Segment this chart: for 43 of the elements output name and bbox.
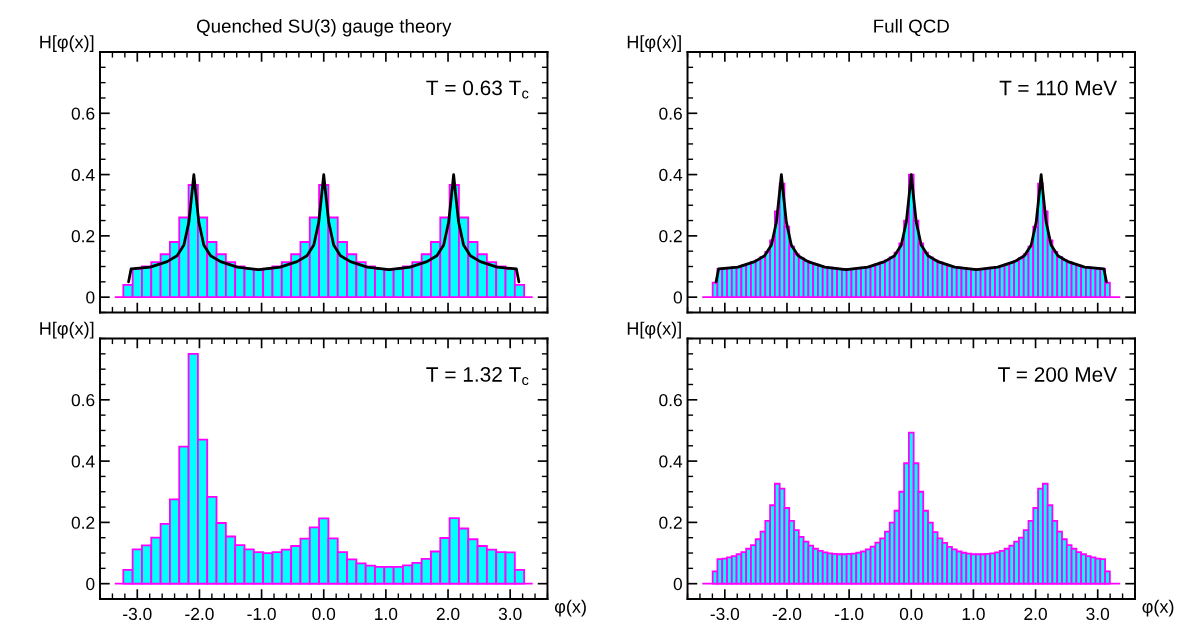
y-axis-title: H[φ(x)] <box>627 321 681 339</box>
y-tick-label: 0.6 <box>71 107 95 120</box>
x-tick-label: -3.0 <box>123 607 152 621</box>
annotation: T = 0.63 T$_{c}$ <box>426 80 529 99</box>
y-tick-label: 0.4 <box>71 168 95 182</box>
y-tick-label: 0.2 <box>71 516 95 529</box>
y-tick-label: 0.6 <box>659 393 682 407</box>
annotation: T = 110 MeV <box>999 80 1118 96</box>
x-axis-title: φ(x) <box>1142 599 1174 617</box>
y-tick-label: 0.4 <box>71 455 95 468</box>
y-tick-label: 0.6 <box>659 107 682 120</box>
annotation: T = 200 MeV <box>998 367 1118 382</box>
y-axis-title: H[φ(x)] <box>40 321 94 339</box>
y-tick-label: 0 <box>86 577 95 591</box>
x-tick-label: -2.0 <box>185 607 214 621</box>
y-axis-title: H[φ(x)] <box>627 35 681 52</box>
x-axis-title: φ(x) <box>554 599 586 617</box>
y-tick-label: 0 <box>86 291 95 304</box>
y-tick-label: 0 <box>673 577 682 591</box>
x-tick-label: 1.0 <box>375 607 398 621</box>
x-tick-label: -1.0 <box>834 607 864 621</box>
y-tick-label: 0.4 <box>659 455 683 468</box>
line-series <box>127 173 521 284</box>
x-tick-label: 1.0 <box>962 607 985 621</box>
x-tick-label: 3.0 <box>1086 607 1110 621</box>
x-tick-label: 0.0 <box>899 607 923 621</box>
y-tick-label: 0.2 <box>659 516 682 529</box>
y-tick-label: 0.4 <box>659 168 683 182</box>
y-tick-label: 0 <box>673 291 682 304</box>
x-tick-label: 0.0 <box>312 607 336 621</box>
chart-title: Full QCD <box>874 18 949 37</box>
y-tick-label: 0.2 <box>659 230 682 243</box>
y-tick-label: 0.6 <box>71 393 95 407</box>
annotation: T = 1.32 T$_{c}$ <box>426 367 529 386</box>
x-tick-label: -3.0 <box>710 607 740 621</box>
x-tick-label: -2.0 <box>772 607 802 621</box>
y-tick-label: 0.2 <box>71 230 95 243</box>
chart-title: Quenched SU(3) gauge theory <box>196 18 452 37</box>
x-tick-label: 2.0 <box>436 607 460 621</box>
x-tick-label: 3.0 <box>498 607 522 621</box>
x-tick-label: -1.0 <box>247 607 276 621</box>
x-tick-label: 2.0 <box>1024 607 1047 621</box>
y-axis-title: H[φ(x)] <box>40 35 94 52</box>
